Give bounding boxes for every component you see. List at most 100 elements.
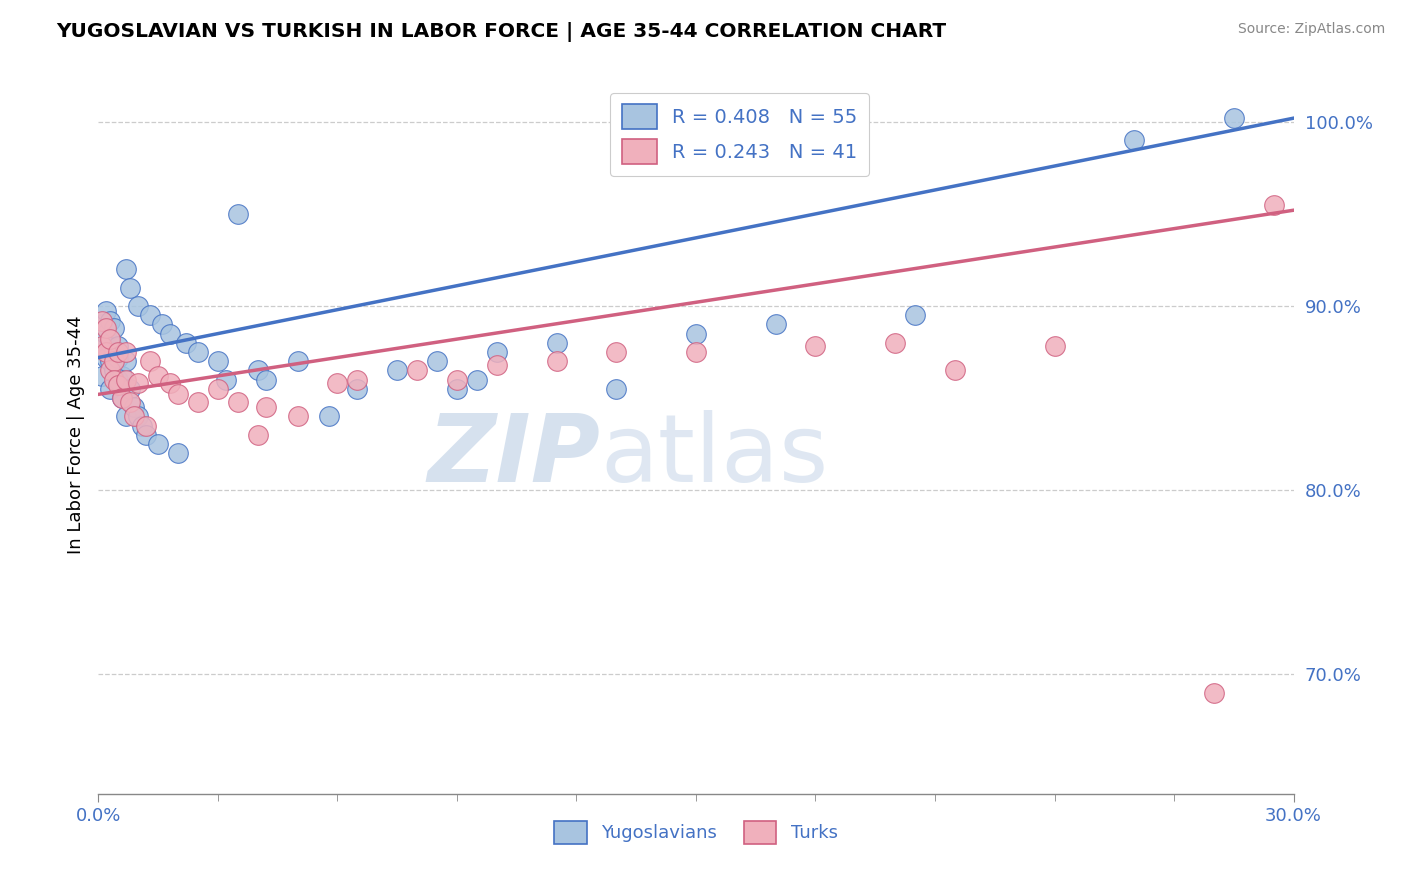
Point (103, 354, 125, 368)
Point (804, 339, 827, 353)
Point (485, 358, 508, 372)
Point (1043, 339, 1066, 353)
Point (91, 339, 114, 353)
Point (107, 373, 129, 387)
Point (124, 409, 146, 424)
Point (159, 376, 181, 391)
Point (1223, 111, 1246, 125)
Point (226, 207, 249, 221)
Point (1123, 133, 1146, 147)
Point (226, 394, 249, 409)
Point (159, 326, 181, 341)
Text: atlas: atlas (600, 410, 828, 502)
Point (96, 345, 118, 359)
Point (135, 418, 157, 433)
Text: ZIP: ZIP (427, 410, 600, 502)
Point (546, 354, 568, 368)
Point (139, 354, 162, 368)
Point (605, 382, 627, 396)
Point (254, 401, 277, 415)
Point (127, 409, 149, 424)
Point (98, 382, 122, 396)
Point (148, 368, 170, 383)
Point (120, 382, 142, 396)
Point (111, 368, 134, 383)
Point (124, 401, 146, 415)
Point (904, 308, 927, 322)
Point (96, 351, 118, 365)
Text: Source: ZipAtlas.com: Source: ZipAtlas.com (1237, 22, 1385, 37)
Point (167, 387, 190, 401)
Text: YUGOSLAVIAN VS TURKISH IN LABOR FORCE | AGE 35-44 CORRELATION CHART: YUGOSLAVIAN VS TURKISH IN LABOR FORCE | … (56, 22, 946, 42)
Point (120, 280, 142, 294)
Point (465, 373, 488, 387)
Point (135, 428, 157, 442)
Point (385, 363, 409, 377)
Point (207, 354, 229, 368)
Y-axis label: In Labor Force | Age 35-44: In Labor Force | Age 35-44 (66, 316, 84, 554)
Point (1263, 197, 1285, 211)
Point (246, 363, 269, 377)
Point (115, 409, 138, 424)
Point (685, 345, 707, 359)
Point (98, 314, 122, 328)
Point (426, 354, 449, 368)
Point (127, 376, 149, 391)
Point (98, 332, 122, 346)
Point (111, 391, 134, 405)
Point (96, 326, 118, 341)
Point (167, 446, 190, 460)
Point (107, 339, 129, 353)
Point (91, 339, 114, 353)
Point (346, 373, 368, 387)
Point (150, 318, 173, 332)
Point (943, 363, 966, 377)
Point (446, 373, 468, 387)
Point (115, 345, 138, 359)
Point (215, 373, 238, 387)
Point (107, 351, 129, 365)
Point (174, 335, 197, 350)
Point (98, 354, 122, 368)
Point (318, 409, 340, 424)
Point (115, 373, 138, 387)
Point (326, 376, 349, 391)
Point (91, 314, 114, 328)
Point (91, 368, 114, 383)
Point (91, 318, 114, 332)
Point (605, 345, 627, 359)
Point (287, 354, 309, 368)
Point (246, 428, 269, 442)
Point (1202, 685, 1225, 699)
Point (187, 394, 209, 409)
Point (254, 373, 277, 387)
Point (207, 382, 229, 396)
Point (187, 345, 209, 359)
Point (96, 304, 118, 318)
Point (546, 335, 568, 350)
Point (346, 382, 368, 396)
Point (107, 345, 129, 359)
Point (148, 437, 170, 451)
Point (103, 321, 125, 335)
Point (115, 354, 138, 368)
Legend: Yugoslavians, Turks: Yugoslavians, Turks (546, 812, 846, 853)
Point (765, 318, 787, 332)
Point (446, 382, 468, 396)
Point (98, 335, 122, 350)
Point (103, 345, 125, 359)
Point (406, 363, 429, 377)
Point (115, 262, 138, 277)
Point (884, 335, 907, 350)
Point (287, 409, 309, 424)
Point (111, 391, 134, 405)
Point (685, 326, 707, 341)
Point (127, 299, 149, 313)
Point (131, 418, 153, 433)
Point (139, 308, 162, 322)
Point (96, 321, 118, 335)
Point (98, 363, 122, 377)
Point (485, 345, 508, 359)
Point (103, 363, 125, 377)
Point (107, 378, 129, 392)
